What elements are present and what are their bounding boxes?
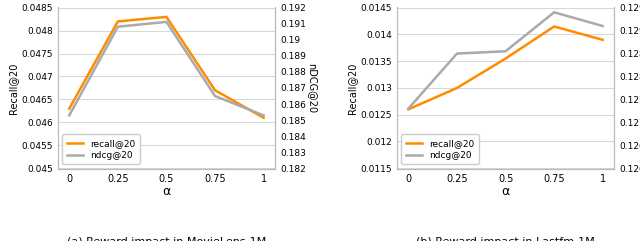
ndcg@20 [260,114,268,117]
recall@20 [260,116,268,119]
ndcg@20 [114,25,122,28]
ndcg@20 [163,20,170,23]
Line: ndcg@20: ndcg@20 [408,12,603,109]
ndcg@20 [453,52,461,55]
recall@20 [453,87,461,89]
Text: (a) Reward impact in MovieLens-1M: (a) Reward impact in MovieLens-1M [67,236,266,241]
X-axis label: α: α [502,185,509,198]
ndcg@20 [65,114,73,117]
recall@20 [404,108,412,111]
ndcg@20 [550,11,558,14]
recall@20 [163,15,170,18]
Legend: recall@20, ndcg@20: recall@20, ndcg@20 [401,134,479,164]
ndcg@20 [599,25,607,27]
Y-axis label: Recall@20: Recall@20 [348,62,358,114]
recall@20 [550,25,558,28]
recall@20 [211,89,219,92]
ndcg@20 [502,50,509,53]
Y-axis label: Recall@20: Recall@20 [8,62,19,114]
X-axis label: α: α [163,185,170,198]
ndcg@20 [404,107,412,110]
recall@20 [502,57,509,60]
recall@20 [599,38,607,41]
Line: recall@20: recall@20 [408,27,603,109]
Line: recall@20: recall@20 [69,17,264,118]
Y-axis label: nDCG@20: nDCG@20 [307,63,317,113]
Text: (b) Reward impact in Lastfm-1M: (b) Reward impact in Lastfm-1M [416,236,595,241]
recall@20 [65,107,73,110]
Legend: recall@20, ndcg@20: recall@20, ndcg@20 [62,134,140,164]
ndcg@20 [211,94,219,97]
Line: ndcg@20: ndcg@20 [69,22,264,115]
recall@20 [114,20,122,23]
